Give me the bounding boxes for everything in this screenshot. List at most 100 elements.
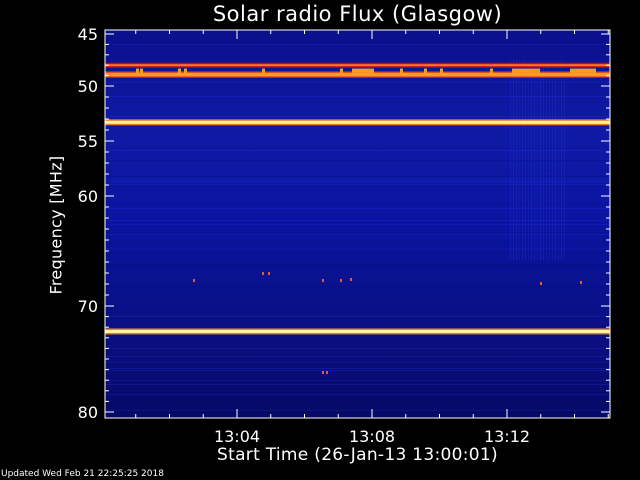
x-axis: 13:04 13:08 13:12 [135,30,609,446]
noise-line [105,318,610,319]
texture-stripe [525,60,526,260]
noise-line [105,32,610,33]
noise-line [105,386,610,387]
texture-stripe [522,60,523,260]
texture-stripe [558,60,559,260]
noise-line [105,176,610,177]
noise-line [105,184,610,185]
burst-speck [322,371,324,374]
noise-line [105,54,610,55]
noise-line [105,376,610,377]
texture-stripe [510,60,511,260]
x-tick-label: 13:08 [349,427,395,446]
band-48-0 [105,64,610,67]
band-blip [262,68,265,73]
noise-line [105,286,610,287]
noise-line [105,132,610,133]
noise-line [105,130,610,131]
x-tick-label: 13:04 [214,427,260,446]
updated-footer: Updated Wed Feb 21 22:25:25 2018 [1,469,164,479]
texture-stripe [537,60,538,260]
band-blip [178,68,181,73]
texture-stripe [552,60,553,260]
band-blip [340,68,343,73]
noise-line [105,388,610,389]
noise-line [105,368,610,369]
noise-line [105,244,610,245]
noise-line [105,394,610,395]
texture-stripe [513,60,514,260]
y-tick-label: 45 [78,25,98,44]
y-axis-title: Frequency [MHz] [46,155,66,295]
band-blip [424,68,427,73]
texture-stripe [519,60,520,260]
y-tick-label: 80 [78,403,98,422]
noise-line [105,234,610,235]
noise-line [105,412,610,413]
texture-stripe [564,60,565,260]
noise-line [105,246,610,247]
noise-line [105,46,610,47]
burst-speck [340,279,342,282]
chart-title: Solar radio Flux (Glasgow) [212,2,503,26]
noise-line [105,402,610,403]
noise-line [105,316,610,317]
noise-line [105,398,610,399]
band-blip [570,68,596,73]
burst-speck [326,371,328,374]
texture-stripe [543,60,544,260]
plot-frame [104,29,611,419]
noise-line [105,180,610,181]
noise-line [105,380,610,381]
band-blip [490,68,493,73]
noise-line [105,204,610,205]
band-blip [136,68,139,73]
band-blip [400,68,403,73]
noise-line [105,312,610,313]
noise-line [105,224,610,225]
y-tick-label: 70 [78,297,98,316]
noise-line [105,308,610,309]
band-53-3 [105,120,610,124]
noise-line [105,378,610,379]
noise-line [105,116,610,117]
noise-line [105,264,610,265]
noise-line [105,220,610,221]
noise-line [105,266,610,267]
burst-speck [350,278,352,281]
noise-line [105,186,610,187]
x-tick-label: 13:12 [484,427,530,446]
noise-line [105,410,610,411]
noise-line [105,294,610,295]
noise-line [105,96,610,97]
burst-speck [580,281,582,284]
bright-bands [105,62,610,335]
plot-background [105,30,610,418]
noise-line [105,52,610,53]
noise-line [105,188,610,189]
noise-line [105,178,610,179]
band-blip [352,68,374,73]
texture-stripe [549,60,550,260]
band-blip [440,68,443,73]
y-axis: 45 50 55 60 70 80 [78,25,610,422]
band-blip [512,68,540,73]
noise-line [105,170,610,171]
texture-stripe [546,60,547,260]
noise-line [105,248,610,249]
y-tick-label: 50 [78,77,98,96]
noise-line [105,108,610,109]
burst-speck [268,272,270,275]
texture-stripe [534,60,535,260]
noise-line [105,242,610,243]
texture-stripe [555,60,556,260]
noise-line [105,150,610,151]
band-48-9 [105,72,610,77]
texture-stripe [516,60,517,260]
y-tick-label: 60 [78,187,98,206]
noise-line [105,348,610,349]
noise-line [105,90,610,91]
noise-line [105,358,610,359]
noise-line [105,44,610,45]
